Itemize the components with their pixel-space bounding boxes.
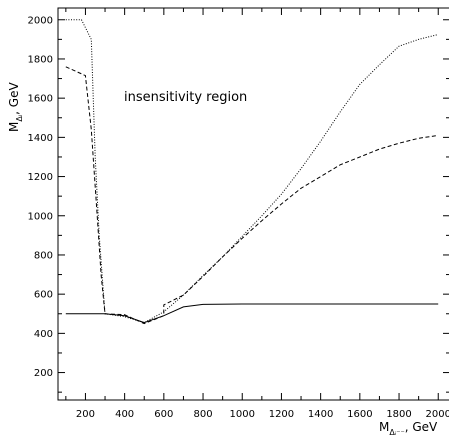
y-tick-label: 400 (34, 329, 53, 340)
x-tick-label: 600 (154, 409, 173, 420)
y-axis-title-unit: , GeV (7, 82, 21, 115)
y-tick-label: 800 (34, 250, 53, 261)
series-line-dotted (65, 19, 439, 324)
y-tick-label: 1800 (28, 54, 53, 65)
annotation-text: insensitivity region (124, 90, 247, 105)
x-axis-title-main: M (379, 420, 389, 434)
y-tick-label: 1000 (28, 211, 53, 222)
y-tick-label: 1400 (28, 133, 53, 144)
x-axis-title-unit: , GeV (405, 420, 438, 434)
x-tick-label: 1000 (230, 409, 255, 420)
series-line-solid (65, 303, 439, 324)
x-tick-label: 1800 (386, 409, 411, 420)
x-tick-label: 200 (76, 409, 95, 420)
y-tick-label: 200 (34, 368, 53, 379)
x-axis-title-sub: Δᵢ⁻⁻ (389, 428, 404, 437)
x-tick-label: 800 (193, 409, 212, 420)
y-axis-title: MΔₗ, GeV (7, 82, 24, 132)
y-axis-title-sub: Δₗ (15, 115, 24, 122)
axis-ticks (58, 8, 449, 400)
x-axis-title: MΔᵢ⁻⁻, GeV (379, 420, 438, 437)
plot-frame (57, 7, 449, 401)
y-tick-label: 600 (34, 290, 53, 301)
y-tick-label: 1200 (28, 172, 53, 183)
y-tick-label: 1600 (28, 94, 53, 105)
x-tick-label: 1200 (269, 409, 294, 420)
x-tick-label: 400 (115, 409, 134, 420)
y-tick-label: 2000 (28, 15, 53, 26)
series-lines (65, 19, 439, 325)
y-axis-title-main: M (7, 122, 21, 132)
series-line-dashed (65, 66, 439, 325)
tick-labels: 200 400 600 800 1000 1200 1400 1600 1800 2000 200 4… (28, 15, 449, 420)
x-tick-label: 1400 (308, 409, 333, 420)
x-tick-label: 1600 (347, 409, 372, 420)
x-tick-label: 2000 (426, 409, 449, 420)
